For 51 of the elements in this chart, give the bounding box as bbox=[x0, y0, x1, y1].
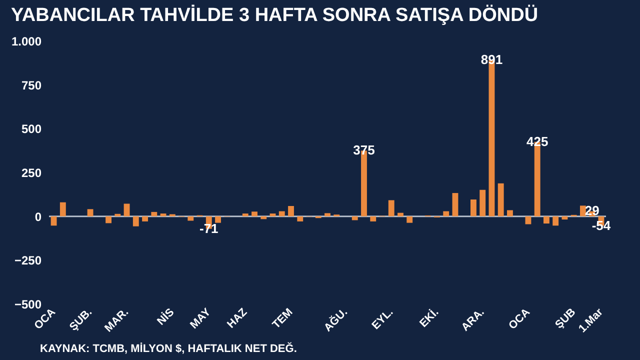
bar bbox=[160, 214, 166, 216]
y-tick-label: 500 bbox=[21, 122, 42, 136]
bar bbox=[480, 190, 486, 216]
bar bbox=[114, 214, 121, 216]
bar bbox=[188, 216, 194, 221]
y-tick-label: 0 bbox=[34, 210, 42, 224]
bar bbox=[242, 214, 248, 216]
bar bbox=[498, 183, 504, 216]
data-label: 375 bbox=[353, 142, 375, 158]
y-tick-label: −250 bbox=[14, 254, 42, 268]
y-tick-label: −500 bbox=[14, 298, 42, 312]
bar bbox=[288, 206, 294, 216]
data-label: 425 bbox=[526, 134, 548, 149]
bar bbox=[324, 213, 330, 216]
bar bbox=[215, 216, 221, 223]
bar bbox=[50, 216, 57, 226]
data-label: -54 bbox=[592, 218, 612, 233]
y-tick-label: 1.000 bbox=[11, 34, 42, 48]
bar bbox=[106, 216, 112, 224]
x-tick-label: NİS bbox=[154, 306, 177, 328]
bar bbox=[544, 216, 550, 224]
bar bbox=[132, 216, 139, 226]
bar bbox=[297, 216, 304, 222]
bar bbox=[580, 206, 586, 216]
data-label: 891 bbox=[480, 52, 503, 68]
bar bbox=[406, 216, 413, 223]
bar bbox=[507, 210, 513, 216]
bar bbox=[352, 216, 358, 220]
bar bbox=[370, 216, 376, 222]
bar bbox=[260, 216, 267, 220]
bar bbox=[252, 212, 258, 216]
x-tick-label: EYL. bbox=[370, 306, 396, 332]
bar bbox=[142, 216, 148, 222]
bar bbox=[124, 204, 130, 216]
bar bbox=[470, 200, 476, 216]
data-label: -71 bbox=[199, 220, 218, 236]
chart-title: YABANCILAR TAHVİLDE 3 HAFTA SONRA SATIŞA DÖNDÜ bbox=[10, 4, 538, 26]
bar bbox=[270, 214, 276, 216]
bar bbox=[443, 211, 450, 216]
bar bbox=[388, 200, 394, 216]
bar bbox=[151, 212, 158, 216]
text: KAYNAK: TCMB, MİLYON $, HAFTALIK NET DEĞ. bbox=[40, 343, 297, 355]
bar bbox=[278, 211, 285, 216]
bar bbox=[87, 209, 94, 216]
y-tick-label: 250 bbox=[21, 166, 42, 180]
bar bbox=[398, 212, 404, 216]
x-tick-label: EKİ. bbox=[416, 306, 442, 330]
bar bbox=[552, 216, 559, 226]
bar bbox=[60, 202, 66, 216]
y-tick-label: 750 bbox=[21, 78, 42, 92]
bar bbox=[452, 193, 458, 216]
